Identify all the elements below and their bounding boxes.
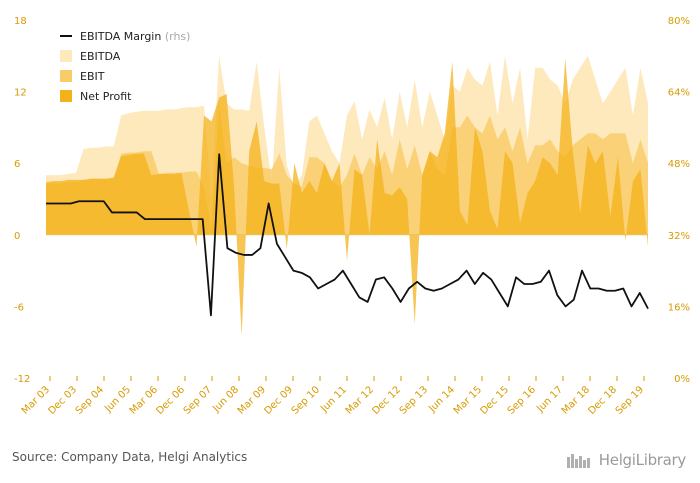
x-tick-label: Mar 06 xyxy=(128,384,160,416)
legend-swatch-ebitda xyxy=(60,50,72,62)
x-tick-label: Dec 09 xyxy=(262,384,295,417)
x-tick-label: Dec 06 xyxy=(154,384,187,417)
legend-suffix: (rhs) xyxy=(161,30,190,43)
brand-name: HelgiLibrary xyxy=(598,451,687,469)
x-tick-label: Dec 03 xyxy=(46,384,79,417)
right-tick-label: 48% xyxy=(668,159,690,170)
area-layer xyxy=(46,55,648,337)
legend-label-ebit: EBIT xyxy=(80,70,105,83)
legend: EBITDA Margin (rhs) EBITDA EBIT Net Profit xyxy=(60,30,190,103)
x-tick-label: Sep 13 xyxy=(398,384,430,416)
x-tick-label: Dec 12 xyxy=(370,384,403,417)
right-axis: 80% 64% 48% 32% 16% 0% xyxy=(668,16,690,385)
left-tick-label: 12 xyxy=(14,88,27,99)
x-tick-label: Mar 09 xyxy=(236,384,268,416)
ebit-area xyxy=(46,103,648,235)
right-tick-label: 32% xyxy=(668,231,690,242)
left-tick-label: 18 xyxy=(14,16,27,27)
source-note: Source: Company Data, Helgi Analytics xyxy=(12,450,248,464)
x-tick-label: Sep 16 xyxy=(506,384,538,416)
right-tick-label: 64% xyxy=(668,88,690,99)
left-tick-label: -12 xyxy=(14,374,30,385)
net-profit-area xyxy=(46,58,648,337)
x-tick-label: Sep 10 xyxy=(290,384,322,416)
x-tick-label: Mar 15 xyxy=(452,384,484,416)
right-tick-label: 0% xyxy=(674,374,690,385)
x-tick-label: Dec 15 xyxy=(478,384,511,417)
x-tick-label: Sep 07 xyxy=(182,384,214,416)
x-tick-label: Dec 18 xyxy=(586,384,619,417)
left-axis: 18 12 6 0 -6 -12 xyxy=(14,16,30,385)
left-tick-label: 0 xyxy=(14,231,20,242)
x-tick-label: Sep 19 xyxy=(614,384,646,416)
ebitda-margin-line xyxy=(46,153,649,317)
library-icon xyxy=(566,454,590,468)
right-tick-label: 80% xyxy=(668,16,690,27)
right-tick-label: 16% xyxy=(668,302,690,313)
legend-label-net_profit: Net Profit xyxy=(80,90,132,103)
x-tick-label: Sep 04 xyxy=(74,384,106,416)
legend-swatch-ebit xyxy=(60,70,72,82)
x-tick-label: Mar 18 xyxy=(560,384,592,416)
chart-area: 18 12 6 0 -6 -12 80% 64% 48% 32% 16% 0% Mar 03 Dec … xyxy=(14,16,690,417)
legend-label-ebitda: EBITDA xyxy=(80,50,121,63)
legend-swatch-net_profit xyxy=(60,90,72,102)
brand-logo: HelgiLibrary xyxy=(565,449,686,471)
x-tick-label: Mar 03 xyxy=(20,384,52,416)
legend-label-margin: EBITDA Margin (rhs) xyxy=(80,30,190,43)
left-tick-label: 6 xyxy=(14,159,20,170)
left-tick-label: -6 xyxy=(14,302,24,313)
x-tick-label: Mar 12 xyxy=(344,384,376,416)
line-layer xyxy=(46,153,649,317)
